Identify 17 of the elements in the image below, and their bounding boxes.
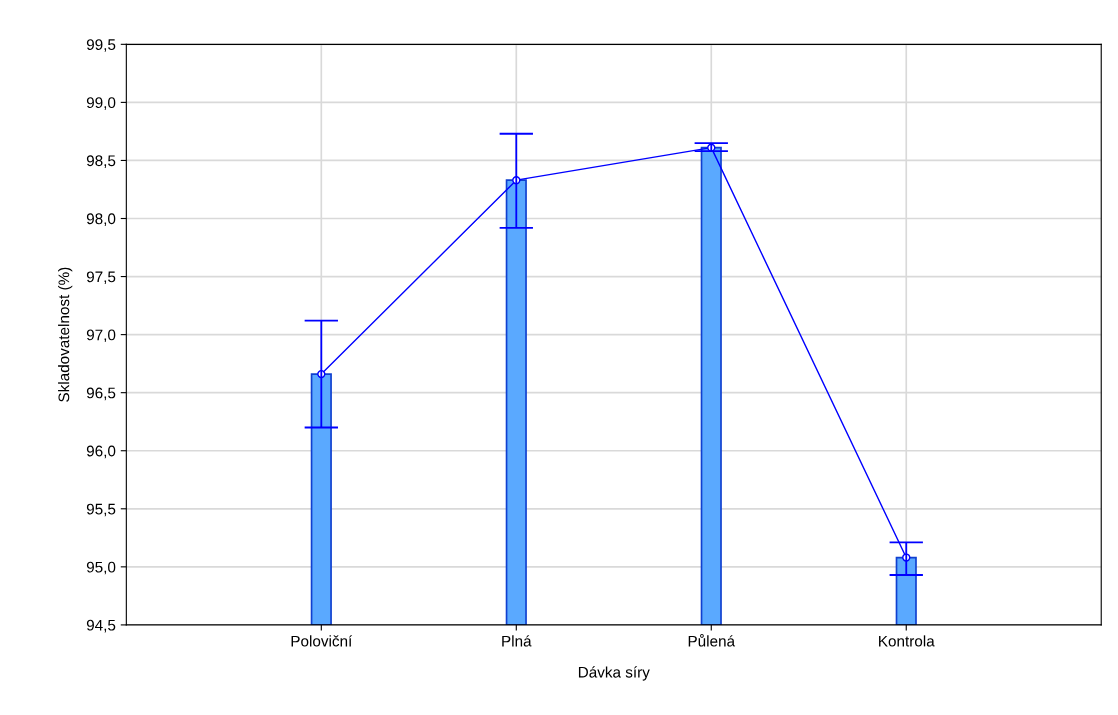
y-tick-label: 95,0: [86, 561, 116, 575]
x-tick-label: Kontrola: [879, 635, 935, 647]
x-axis-title: Dávka síry: [578, 666, 650, 681]
y-tick-label: 94,5: [86, 619, 116, 633]
x-tick-label: Půlená: [688, 634, 736, 647]
y-tick-label: 95,5: [86, 503, 116, 517]
y-tick-label: 96,0: [86, 445, 116, 459]
y-tick-label: 97,5: [86, 271, 116, 285]
x-tick-label: Plná: [502, 635, 532, 647]
y-tick-label: 98,5: [86, 155, 116, 168]
x-tick-label: Poloviční: [291, 635, 353, 647]
y-tick-label: 98,0: [86, 213, 116, 226]
y-tick-label: 99,0: [86, 97, 116, 110]
y-tick-label: 97,0: [86, 329, 116, 343]
y-tick-label: 99,5: [86, 39, 116, 52]
y-tick-label: 96,5: [86, 387, 116, 401]
y-axis-title: Skladovatelnost (%): [58, 267, 73, 402]
